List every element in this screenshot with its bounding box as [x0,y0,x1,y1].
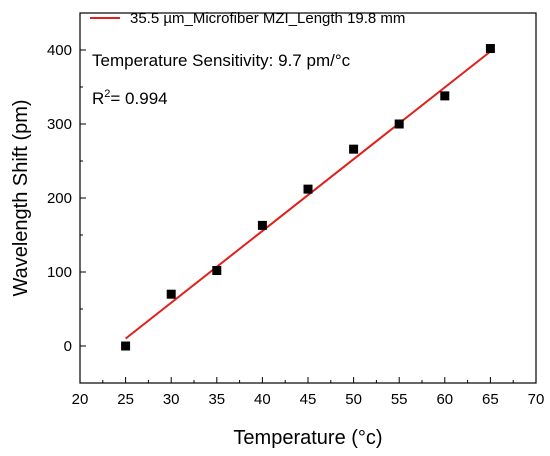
data-point-55 [394,119,404,129]
x-axis-title: Temperature (°c) [233,427,382,449]
y-tick-label-100: 100 [47,264,72,281]
data-point-35 [212,266,222,276]
x-tick-label-25: 25 [117,391,134,408]
x-tick-label-55: 55 [391,391,408,408]
series-layer [121,44,495,351]
linear-fit-line [124,50,492,340]
data-point-45 [303,184,313,194]
x-axis: 20 25 30 35 40 45 50 55 60 65 70 [72,377,545,408]
data-point-60 [440,91,450,101]
data-point-40 [257,220,267,230]
data-point-65 [485,44,495,54]
legend-label: 35.5 µm_Microfiber MZI_Length 19.8 mm [130,10,405,27]
r-squared-letter: R [92,89,104,108]
data-point-30 [166,289,176,299]
x-tick-label-65: 65 [482,391,499,408]
r-squared-annotation: R2= 0.994 [92,88,168,108]
r-squared-exponent: 2 [104,88,110,100]
y-tick-label-200: 200 [47,190,72,207]
x-tick-label-60: 60 [436,391,453,408]
r-squared-value: = 0.994 [110,89,167,108]
x-tick-label-40: 40 [254,391,271,408]
data-point-50 [349,144,359,154]
y-tick-label-400: 400 [47,42,72,59]
y-axis: 0 100 200 300 400 [47,12,86,384]
sensitivity-annotation: Temperature Sensitivity: 9.7 pm/°c [92,51,351,70]
x-tick-label-50: 50 [345,391,362,408]
x-tick-label-20: 20 [72,391,89,408]
x-tick-label-30: 30 [163,391,180,408]
x-tick-label-45: 45 [300,391,317,408]
legend: 35.5 µm_Microfiber MZI_Length 19.8 mm [90,10,405,27]
data-point-25 [121,341,131,351]
x-tick-label-70: 70 [528,391,545,408]
y-tick-label-0: 0 [64,338,72,355]
y-tick-label-300: 300 [47,116,72,133]
x-tick-label-35: 35 [208,391,225,408]
y-axis-title: Wavelength Shift (pm) [10,99,32,296]
